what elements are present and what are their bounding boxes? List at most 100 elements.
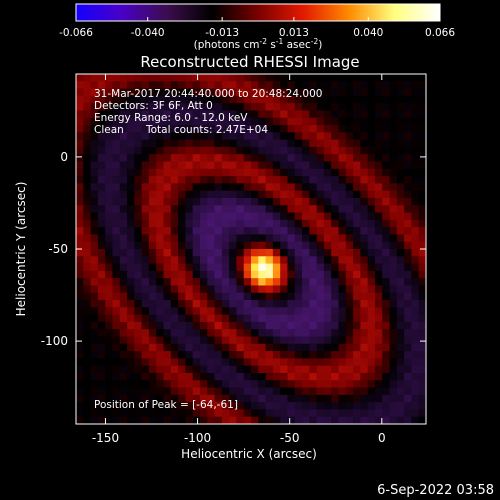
heatmap-cell (411, 205, 420, 214)
heatmap-cell (382, 154, 391, 163)
heatmap-cell (97, 365, 106, 374)
heatmap-cell (382, 241, 391, 250)
heatmap-cell (294, 300, 303, 308)
heatmap-cell (97, 307, 106, 316)
heatmap-cell (243, 139, 252, 148)
heatmap-cell (309, 380, 318, 389)
heatmap-cell (338, 409, 347, 418)
heatmap-cell (199, 241, 208, 250)
heatmap-cell (76, 329, 84, 338)
colorbar: -0.066 -0.040 -0.013 0.013 0.040 0.066 (photo… (59, 3, 455, 51)
heatmap-cell (345, 270, 354, 279)
heatmap-cell (374, 168, 383, 177)
heatmap-cell (112, 321, 121, 330)
heatmap-cell (97, 183, 106, 192)
heatmap-cell (90, 270, 99, 279)
heatmap-cell (345, 249, 354, 257)
heatmap-cell (221, 358, 230, 367)
heatmap-cell (411, 197, 420, 206)
heatmap-cell (229, 212, 238, 221)
heatmap-cell (76, 365, 84, 374)
heatmap-cell (396, 139, 405, 148)
heatmap-cell (199, 117, 208, 126)
heatmap-cell (251, 117, 259, 126)
heatmap-cell (323, 183, 332, 192)
heatmap-cell (287, 365, 296, 374)
heatmap-cell (338, 125, 347, 133)
heatmap-cell (112, 241, 121, 250)
heatmap-cell (148, 234, 157, 243)
heatmap-cell (396, 219, 405, 228)
heatmap-cell (105, 88, 114, 97)
heatmap-cell (309, 372, 318, 381)
heatmap-cell (199, 125, 208, 133)
heatmap-cell (418, 197, 426, 206)
heatmap-cell (294, 110, 303, 119)
heatmap-cell (221, 343, 230, 352)
heatmap-cell (258, 241, 267, 250)
heatmap-cell (280, 103, 289, 112)
heatmap-cell (163, 249, 172, 257)
heatmap-cell (83, 256, 92, 265)
heatmap-cell (127, 168, 135, 177)
heatmap-cell (178, 256, 186, 265)
heatmap-cell (156, 292, 165, 301)
heatmap-cell (221, 190, 230, 199)
heatmap-cell (360, 212, 369, 221)
heatmap-cell (134, 394, 143, 403)
heatmap-cell (396, 103, 405, 112)
heatmap-cell (316, 380, 325, 389)
heatmap-cell (134, 132, 143, 141)
heatmap-cell (105, 314, 114, 323)
heatmap-cell (331, 336, 340, 345)
heatmap-cell (105, 219, 114, 228)
heatmap-cell (411, 394, 420, 403)
heatmap-cell (280, 300, 289, 308)
heatmap-cell (360, 117, 369, 126)
heatmap-cell (207, 227, 216, 236)
heatmap-cell (353, 380, 361, 389)
y-tick-label: -50 (48, 242, 68, 256)
heatmap-cell (265, 409, 274, 418)
heatmap-cell (134, 161, 143, 170)
heatmap-cell (316, 234, 325, 243)
heatmap-cell (214, 117, 223, 126)
heatmap-cell (367, 314, 376, 323)
heatmap-cell (199, 321, 208, 330)
heatmap-cell (309, 351, 318, 359)
heatmap-cell (316, 300, 325, 308)
heatmap-cell (207, 183, 216, 192)
heatmap-cell (83, 263, 92, 272)
heatmap-cell (404, 227, 413, 236)
heatmap-cell (170, 95, 179, 104)
heatmap-cell (302, 132, 310, 141)
heatmap-cell (207, 307, 216, 316)
heatmap-cell (243, 103, 252, 112)
heatmap-cell (105, 95, 114, 104)
heatmap-cell (272, 372, 281, 381)
heatmap-cell (83, 270, 92, 279)
heatmap-cell (374, 394, 383, 403)
heatmap-cell (404, 285, 413, 294)
heatmap-cell (185, 205, 194, 214)
heatmap-cell (251, 380, 259, 389)
heatmap-cell (105, 212, 114, 221)
heatmap-cell (178, 95, 186, 104)
heatmap-cell (287, 205, 296, 214)
heatmap-cell (148, 365, 157, 374)
heatmap-cell (170, 139, 179, 148)
heatmap-cell (302, 74, 310, 82)
heatmap-cell (316, 227, 325, 236)
heatmap-cell (119, 270, 128, 279)
heatmap-cell (396, 300, 405, 308)
heatmap-cell (207, 285, 216, 294)
heatmap-cell (287, 278, 296, 287)
heatmap-cell (221, 212, 230, 221)
heatmap-cell (418, 227, 426, 236)
heatmap-cell (294, 256, 303, 265)
heatmap-cell (360, 197, 369, 206)
heatmap-cell (163, 74, 172, 82)
heatmap-cell (309, 161, 318, 170)
heatmap-cell (119, 190, 128, 199)
heatmap-cell (229, 409, 238, 418)
